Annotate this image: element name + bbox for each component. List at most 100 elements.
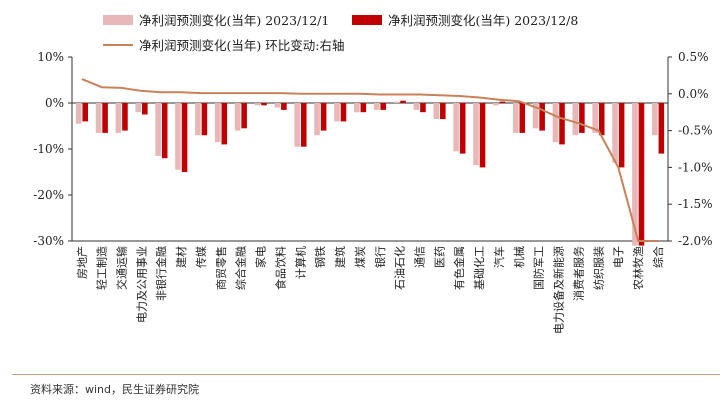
bar-series2	[598, 103, 605, 136]
bar-series1	[254, 103, 261, 106]
bar-series2	[161, 103, 168, 159]
bar-series1	[373, 103, 380, 110]
bar-series1	[433, 103, 440, 120]
category-label: 家电	[254, 246, 268, 268]
category-label: 建筑	[333, 246, 347, 268]
y-tick-label-right: -1.0%	[678, 160, 713, 174]
bar-series2	[300, 103, 307, 147]
bar-series2	[539, 103, 545, 131]
source-note: 资料来源：wind，民生证券研究院	[30, 383, 200, 396]
bar-series2	[499, 101, 506, 103]
bar-series1	[75, 103, 82, 124]
category-label: 石油石化	[393, 246, 407, 290]
category-label: 综合	[651, 246, 665, 268]
bar-series1	[552, 103, 559, 143]
bar-series1	[493, 103, 499, 106]
legend-swatch-series2	[352, 15, 382, 25]
bar-series2	[201, 103, 208, 136]
y-tick-label-left: -10%	[33, 142, 64, 156]
category-label: 纺织服装	[591, 246, 605, 290]
y-tick-label-right: 0.0%	[678, 87, 709, 101]
category-label: 消费者服务	[571, 246, 585, 301]
bar-series1	[155, 103, 161, 156]
category-label: 农林牧渔	[631, 246, 645, 290]
category-label: 医药	[433, 246, 446, 268]
bar-series2	[102, 103, 108, 133]
y-tick-label-right: -1.5%	[678, 197, 713, 211]
category-label: 食品饮料	[273, 246, 287, 290]
bar-series2	[320, 103, 327, 131]
bar-series2	[658, 103, 665, 154]
bar-series2	[142, 103, 148, 115]
bar-series1	[652, 103, 658, 136]
bar-series1	[214, 103, 221, 143]
bar-series1	[413, 103, 420, 110]
bar-series1	[115, 103, 122, 133]
y-tick-label-right: 0.5%	[678, 50, 709, 64]
bar-series1	[512, 103, 519, 133]
bar-series1	[234, 103, 241, 131]
bar-series1	[274, 103, 281, 108]
y-tick-label-left: -30%	[33, 234, 64, 248]
bar-series1	[632, 103, 638, 246]
bar-series2	[479, 103, 486, 168]
bar-series2	[360, 103, 367, 113]
bar-series1	[95, 103, 102, 133]
y-tick-label-left: 10%	[37, 50, 64, 64]
bar-series1	[334, 103, 340, 122]
bar-series1	[393, 101, 400, 103]
line-layer	[81, 78, 659, 242]
bar-series2	[420, 103, 426, 113]
bars	[75, 100, 665, 246]
bar-series2	[340, 103, 347, 122]
category-labels: 房地产 轻工制造 交通运输 电力及公用事业 非银行金融 建材 传媒 商贸零售 综合金融 家电 食品饮…	[75, 246, 665, 334]
bar-series2	[380, 103, 386, 110]
bar-series1	[195, 103, 201, 136]
category-label: 银行	[373, 246, 387, 268]
category-label: 交通运输	[115, 246, 129, 290]
y-tick-label-left: -20%	[33, 188, 64, 202]
legend: 净利润预测变化(当年) 2023/12/1 净利润预测变化(当年) 2023/1…	[103, 13, 578, 53]
bar-series2	[400, 100, 406, 103]
source-divider	[12, 374, 720, 375]
bar-series2	[281, 103, 287, 110]
category-label: 有色金属	[452, 246, 466, 290]
category-label: 基础化工	[472, 246, 486, 290]
bar-series2	[181, 103, 188, 172]
bar-series2	[579, 103, 585, 133]
category-label: 非银行金融	[154, 246, 168, 301]
category-label: 综合金融	[234, 246, 248, 290]
bar-series1	[135, 103, 142, 113]
bar-series1	[175, 103, 181, 170]
series-line-mom-change	[81, 78, 659, 242]
y-tick-label-right: -2.0%	[678, 234, 713, 248]
category-label: 电力及公用事业	[135, 246, 148, 323]
category-label: 煤炭	[354, 246, 367, 268]
category-label: 建材	[174, 246, 188, 268]
bar-series2	[241, 103, 247, 129]
bar-series1	[314, 103, 320, 136]
bar-series2	[459, 103, 466, 154]
legend-label-series1: 净利润预测变化(当年) 2023/12/1	[139, 13, 329, 28]
bar-series2	[122, 103, 128, 131]
legend-label-series2: 净利润预测变化(当年) 2023/12/8	[388, 13, 578, 28]
category-label: 电子	[612, 246, 625, 268]
category-label: 传媒	[195, 246, 208, 268]
legend-swatch-series1	[103, 15, 133, 25]
category-label: 商贸零售	[214, 246, 228, 290]
bar-series2	[440, 103, 446, 120]
category-label: 房地产	[75, 246, 89, 279]
bar-series1	[354, 103, 360, 113]
bar-series1	[453, 103, 459, 152]
bar-series2	[82, 103, 88, 122]
bar-series2	[638, 103, 645, 246]
chart: 净利润预测变化(当年) 2023/12/1 净利润预测变化(当年) 2023/1…	[33, 13, 713, 334]
y-tick-label-left: 0%	[45, 96, 64, 110]
category-label: 计算机	[293, 246, 307, 279]
category-label: 钢铁	[314, 246, 327, 268]
bar-series2	[559, 103, 565, 145]
category-label: 机械	[512, 246, 526, 268]
category-label: 通信	[414, 246, 427, 268]
bar-series2	[221, 103, 228, 145]
bar-series1	[592, 103, 598, 133]
